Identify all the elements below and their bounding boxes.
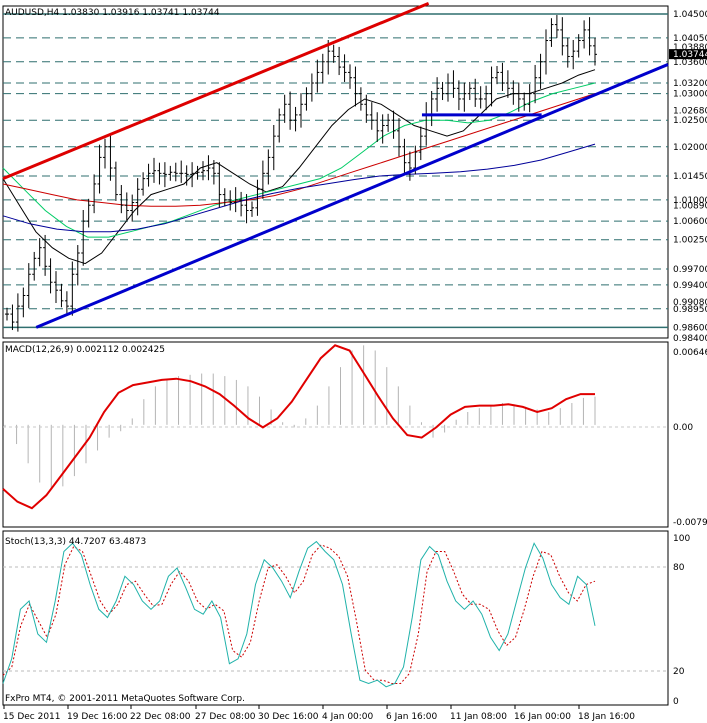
price-bars: [5, 15, 597, 332]
current-price-box: [669, 49, 707, 60]
trendline-1: [35, 63, 669, 329]
stoch-label-100: 100: [673, 534, 690, 544]
stoch-label-20: 20: [673, 667, 685, 677]
time-label: 30 Dec 16:00: [258, 712, 319, 722]
stoch-main-line: [2, 540, 596, 688]
moving-average-0: [2, 69, 596, 265]
copyright-text: FxPro MT4, © 2001-2011 MetaQuotes Softwa…: [5, 694, 245, 704]
horizontal-levels: [3, 13, 668, 329]
price-chart-title: AUDUSD,H4 1.03830 1.03916 1.03741 1.0374…: [5, 8, 220, 18]
stoch-panel-frame: [2, 530, 669, 706]
price-panel-frame: [2, 5, 669, 339]
stoch-label-0: 0: [673, 697, 679, 707]
macd-label-zero: 0.00: [673, 423, 693, 433]
time-label: 19 Dec 16:00: [67, 712, 128, 722]
trendline-0: [2, 1, 430, 181]
price-label: 0.99080: [673, 298, 707, 308]
price-label: 0.99700: [673, 265, 707, 275]
macd-label-min: -0.00797: [673, 518, 707, 528]
macd-signal-line: [2, 344, 595, 510]
price-label: 1.00250: [673, 236, 707, 246]
price-label: 0.98950: [673, 305, 707, 315]
time-label: 6 Jan 16:00: [386, 712, 438, 722]
price-label: 1.03600: [673, 58, 707, 68]
price-label: 1.00890: [673, 202, 707, 212]
price-label: 1.01450: [673, 172, 707, 182]
moving-average-1: [2, 82, 596, 238]
price-label: 1.00600: [673, 217, 707, 227]
macd-title: MACD(12,26,9) 0.002112 0.002425: [5, 345, 165, 355]
trendlines: [2, 1, 669, 329]
time-label: 16 Jan 00:00: [514, 712, 571, 722]
price-label: 1.02680: [673, 107, 707, 117]
time-label: 11 Jan 08:00: [450, 712, 507, 722]
price-label: 1.02500: [673, 116, 707, 126]
price-label: 1.02000: [673, 143, 707, 153]
price-label: 1.03000: [673, 90, 707, 100]
price-label: 1.04500: [673, 10, 707, 20]
moving-average-3: [2, 143, 596, 233]
stoch-label-80: 80: [673, 563, 685, 573]
price-label: 1.04050: [673, 34, 707, 44]
price-label: 0.98400: [673, 334, 707, 344]
price-label: 1.03744: [673, 50, 707, 60]
time-axis-labels: 15 Dec 2011 19 Dec 16:00 22 Dec 08:00 27 De…: [3, 705, 635, 722]
macd-panel-frame: [2, 341, 669, 528]
price-label: 1.03200: [673, 79, 707, 89]
price-label: 1.01000: [673, 196, 707, 206]
moving-averages: [2, 69, 596, 265]
price-label: 0.98600: [673, 323, 707, 333]
moving-average-2: [2, 93, 596, 207]
macd-label-max: 0.00646: [673, 348, 707, 358]
time-label: 27 Dec 08:00: [195, 712, 256, 722]
stoch-signal-line: [2, 544, 596, 684]
macd-histogram: [4, 345, 596, 489]
price-label: 0.99400: [673, 281, 707, 291]
time-label: 18 Jan 16:00: [578, 712, 635, 722]
time-label: 22 Dec 08:00: [130, 712, 191, 722]
price-label: 1.03880: [673, 43, 707, 53]
time-label: 4 Jan 00:00: [322, 712, 374, 722]
time-label: 15 Dec 2011: [3, 712, 61, 722]
stoch-title: Stoch(13,3,3) 44.7207 63.4873: [5, 537, 146, 547]
